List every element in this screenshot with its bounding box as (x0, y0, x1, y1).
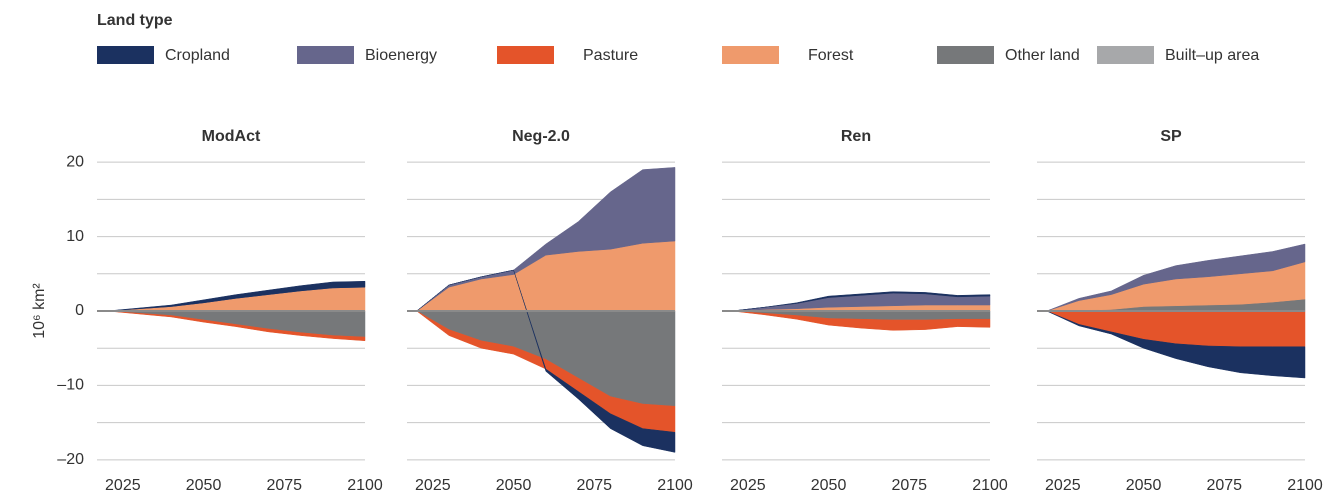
area (415, 310, 676, 407)
y-tick-label: 10 (66, 228, 84, 245)
panel-title: Ren (841, 128, 871, 145)
panel-title: Neg-2.0 (512, 128, 570, 145)
y-tick-label: –10 (57, 377, 84, 394)
x-tick-label: 2100 (1287, 477, 1323, 494)
area (731, 291, 991, 312)
area (1046, 310, 1306, 379)
x-tick-label: 2050 (811, 477, 847, 494)
x-tick-label: 2075 (1206, 477, 1242, 494)
area (416, 269, 676, 453)
x-tick-label: 2050 (1126, 477, 1162, 494)
legend-label: Pasture (583, 47, 638, 64)
x-tick-label: 2025 (415, 477, 451, 494)
legend-label: Built–up area (1165, 47, 1259, 64)
area (416, 310, 676, 433)
area (106, 310, 366, 338)
legend-swatch (97, 46, 154, 64)
x-tick-label: 2075 (891, 477, 927, 494)
legend-label: Bioenergy (365, 47, 437, 64)
y-tick-label: –20 (57, 451, 84, 468)
area (731, 310, 991, 331)
x-tick-label: 2075 (266, 477, 302, 494)
area (1046, 243, 1306, 312)
legend-swatch (937, 46, 994, 64)
legend-label: Forest (808, 47, 854, 64)
x-tick-label: 2075 (576, 477, 612, 494)
x-tick-label: 2050 (186, 477, 222, 494)
x-tick-label: 2050 (496, 477, 532, 494)
legend-title: Land type (97, 12, 173, 29)
legend-swatch (297, 46, 354, 64)
legend-label: Cropland (165, 47, 230, 64)
x-tick-label: 2100 (657, 477, 693, 494)
x-tick-label: 2025 (730, 477, 766, 494)
legend-swatch (1097, 46, 1154, 64)
area (1046, 310, 1306, 347)
y-tick-label: 0 (75, 302, 84, 319)
y-axis-label: 10⁶ km² (31, 283, 48, 339)
y-tick-label: 20 (66, 153, 84, 170)
x-tick-label: 2100 (347, 477, 383, 494)
area (106, 280, 366, 312)
legend-swatch (497, 46, 554, 64)
legend-label: Other land (1005, 47, 1080, 64)
x-tick-label: 2025 (1045, 477, 1081, 494)
x-tick-label: 2025 (105, 477, 141, 494)
area (106, 310, 366, 342)
panel-title: ModAct (202, 128, 261, 145)
panel-title: SP (1160, 128, 1182, 145)
x-tick-label: 2100 (972, 477, 1008, 494)
legend-swatch (722, 46, 779, 64)
